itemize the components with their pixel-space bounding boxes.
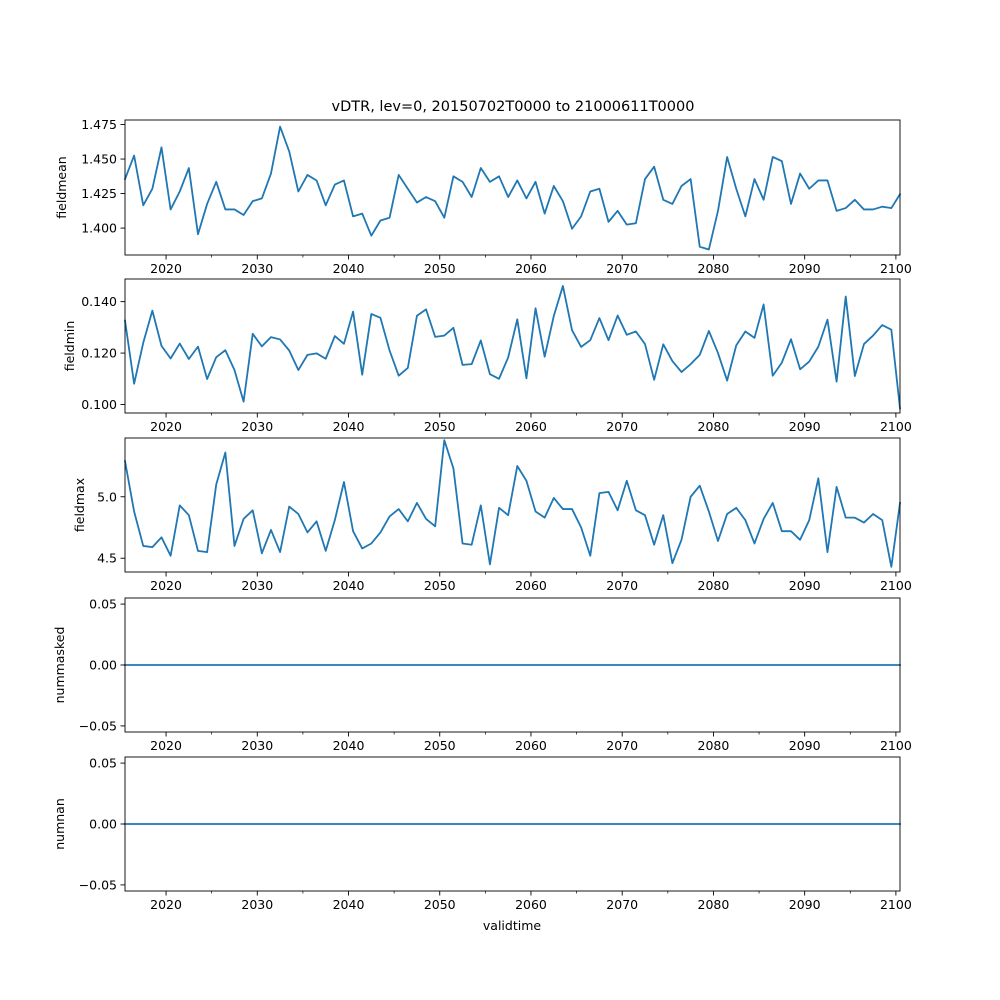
x-tick-label-fieldmin: 2060: [515, 419, 547, 434]
y-tick-label-fieldmean: 1.450: [81, 152, 117, 167]
subplots: 2020 2030 2040 2050 2060 2070 2080 2090 2100 1.40…: [52, 117, 912, 912]
axes-frame-fieldmax: [124, 437, 901, 573]
x-tick-label-nummasked: 2090: [789, 738, 821, 753]
x-tick-label-fieldmin: 2070: [606, 419, 638, 434]
x-tick-label-fieldmin: 2040: [333, 419, 365, 434]
y-axis-label-numnan: numnan: [52, 798, 67, 850]
x-tick-label-fieldmin: 2050: [424, 419, 456, 434]
y-axis-label-fieldmin: fieldmin: [62, 321, 77, 372]
y-tick-label-nummasked: 0.05: [89, 597, 117, 612]
y-axis-label-fieldmax: fieldmax: [72, 478, 87, 532]
x-tick-label-numnan: 2040: [333, 897, 365, 912]
x-tick-label-fieldmax: 2090: [789, 578, 821, 593]
x-tick-label-fieldmean: 2080: [698, 261, 730, 276]
x-tick-label-fieldmean: 2100: [880, 261, 912, 276]
x-tick-label-fieldmin: 2090: [789, 419, 821, 434]
y-tick-label-fieldmin: 0.120: [81, 346, 117, 361]
x-tick-label-numnan: 2060: [515, 897, 547, 912]
series-line-fieldmin: [123, 285, 901, 410]
x-tick-label-fieldmean: 2090: [789, 261, 821, 276]
y-tick-label-numnan: 0.05: [89, 756, 117, 771]
x-tick-label-fieldmax: 2050: [424, 578, 456, 593]
x-tick-label-fieldmax: 2020: [150, 578, 182, 593]
series-line-fieldmean: [123, 125, 902, 251]
y-tick-label-numnan: 0.00: [89, 817, 117, 832]
y-tick-label-fieldmean: 1.475: [81, 117, 117, 132]
x-tick-label-nummasked: 2060: [515, 738, 547, 753]
x-tick-label-fieldmean: 2020: [150, 261, 182, 276]
x-tick-label-fieldmax: 2030: [241, 578, 273, 593]
x-tick-label-nummasked: 2100: [880, 738, 912, 753]
y-tick-label-fieldmin: 0.140: [81, 294, 117, 309]
x-tick-label-fieldmean: 2030: [241, 261, 273, 276]
x-tick-label-fieldmin: 2030: [241, 419, 273, 434]
y-tick-label-fieldmax: 5.0: [97, 489, 117, 504]
y-tick-label-fieldmin: 0.100: [81, 397, 117, 412]
y-tick-label-fieldmean: 1.400: [81, 221, 117, 236]
x-axis-label: validtime: [483, 918, 541, 933]
x-tick-label-numnan: 2030: [241, 897, 273, 912]
subplot-nummasked: 2020 2030 2040 2050 2060 2070 2080 2090 2100 −0.0…: [52, 597, 912, 753]
x-tick-label-fieldmax: 2040: [333, 578, 365, 593]
subplot-fieldmin: 2020 2030 2040 2050 2060 2070 2080 2090 2100 0.10…: [62, 278, 912, 434]
y-axis-label-nummasked: nummasked: [52, 627, 67, 704]
x-tick-label-nummasked: 2050: [424, 738, 456, 753]
x-tick-label-numnan: 2080: [698, 897, 730, 912]
x-tick-label-nummasked: 2080: [698, 738, 730, 753]
x-tick-label-numnan: 2020: [150, 897, 182, 912]
x-tick-label-fieldmean: 2040: [333, 261, 365, 276]
y-axis-label-fieldmean: fieldmean: [54, 156, 69, 218]
y-tick-label-fieldmean: 1.425: [81, 186, 117, 201]
x-tick-label-fieldmax: 2100: [880, 578, 912, 593]
x-tick-label-fieldmax: 2080: [698, 578, 730, 593]
x-tick-label-fieldmax: 2060: [515, 578, 547, 593]
y-tick-label-nummasked: −0.05: [79, 718, 117, 733]
x-tick-label-numnan: 2100: [880, 897, 912, 912]
axes-frame-fieldmin: [124, 278, 901, 414]
y-tick-label-numnan: −0.05: [79, 877, 117, 892]
x-tick-label-fieldmin: 2020: [150, 419, 182, 434]
x-tick-label-nummasked: 2030: [241, 738, 273, 753]
y-tick-label-nummasked: 0.00: [89, 658, 117, 673]
x-tick-label-nummasked: 2020: [150, 738, 182, 753]
subplot-numnan: 2020 2030 2040 2050 2060 2070 2080 2090 2100 −0.0…: [52, 756, 912, 912]
subplot-fieldmean: 2020 2030 2040 2050 2060 2070 2080 2090 2100 1.40…: [54, 117, 912, 276]
x-tick-label-fieldmin: 2100: [880, 419, 912, 434]
x-tick-label-nummasked: 2070: [606, 738, 638, 753]
y-tick-label-fieldmax: 4.5: [97, 551, 117, 566]
x-tick-label-numnan: 2070: [606, 897, 638, 912]
figure-title: vDTR, lev=0, 20150702T0000 to 21000611T0…: [332, 99, 695, 115]
x-tick-label-fieldmax: 2070: [606, 578, 638, 593]
x-tick-label-numnan: 2050: [424, 897, 456, 912]
x-tick-label-fieldmean: 2050: [424, 261, 456, 276]
x-tick-label-fieldmin: 2080: [698, 419, 730, 434]
x-tick-label-numnan: 2090: [789, 897, 821, 912]
subplot-fieldmax: 2020 2030 2040 2050 2060 2070 2080 2090 2100 4.5 5…: [72, 437, 912, 593]
axes-frame-fieldmean: [124, 119, 901, 256]
x-tick-label-fieldmean: 2070: [606, 261, 638, 276]
series-line-fieldmax: [123, 439, 902, 568]
x-tick-label-nummasked: 2040: [333, 738, 365, 753]
x-tick-label-fieldmean: 2060: [515, 261, 547, 276]
